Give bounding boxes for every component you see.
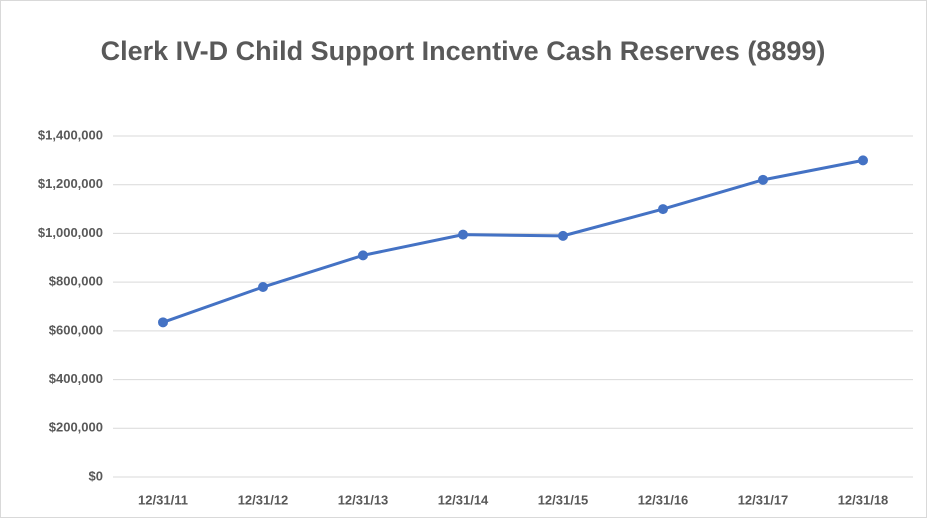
y-tick-label: $1,200,000 xyxy=(38,176,103,191)
x-tick-label: 12/31/11 xyxy=(138,492,188,507)
x-tick-label: 12/31/17 xyxy=(738,492,789,507)
x-tick-label: 12/31/18 xyxy=(838,492,889,507)
y-tick-label: $400,000 xyxy=(49,371,103,386)
data-point xyxy=(458,229,468,240)
chart-title: Clerk IV-D Child Support Incentive Cash … xyxy=(100,36,826,66)
data-point xyxy=(358,250,368,261)
x-tick-label: 12/31/16 xyxy=(638,492,689,507)
y-tick-label: $1,400,000 xyxy=(38,127,103,142)
x-tick-label: 12/31/14 xyxy=(438,492,489,507)
y-tick-label: $200,000 xyxy=(49,420,103,435)
data-point xyxy=(158,317,168,328)
data-point xyxy=(758,174,768,185)
data-point xyxy=(558,230,568,241)
x-tick-label: 12/31/13 xyxy=(338,492,389,507)
x-tick-label: 12/31/12 xyxy=(238,492,289,507)
data-point xyxy=(858,155,868,166)
data-point xyxy=(258,282,268,293)
series-line xyxy=(162,158,864,324)
x-tick-label: 12/31/15 xyxy=(538,492,589,507)
data-point xyxy=(658,204,668,215)
y-tick-label: $1,000,000 xyxy=(38,225,103,240)
y-tick-label: $800,000 xyxy=(49,274,103,289)
y-tick-label: $0 xyxy=(89,468,103,483)
y-tick-label: $600,000 xyxy=(49,322,103,337)
